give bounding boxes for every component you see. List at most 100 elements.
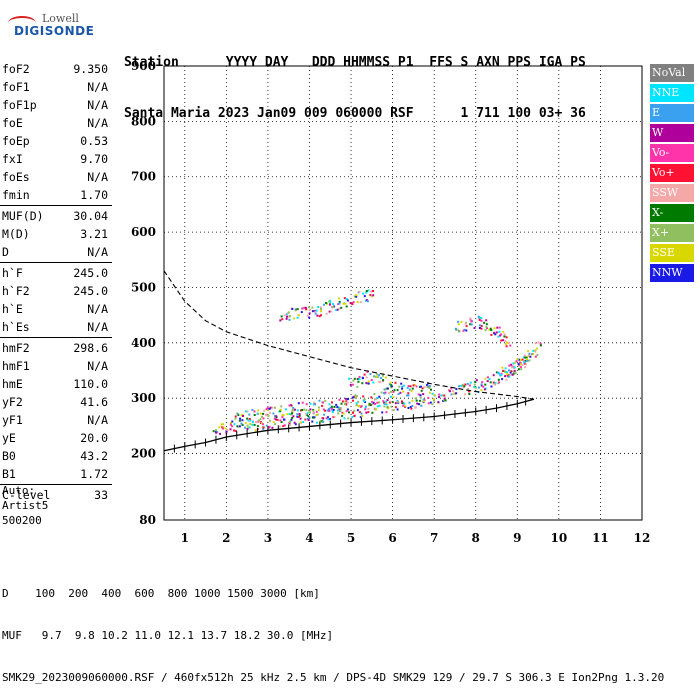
echo-mark [375, 375, 378, 378]
echo-mark [534, 355, 537, 358]
echo-mark [283, 314, 286, 317]
echo-mark [280, 315, 283, 318]
echo-mark [438, 396, 440, 399]
echo-mark [260, 422, 263, 424]
echo-mark [312, 403, 315, 406]
echo-mark [275, 418, 278, 421]
echo-mark [242, 415, 244, 417]
echo-mark [267, 415, 270, 418]
echo-mark [333, 415, 336, 418]
echo-mark [322, 408, 325, 411]
echo-mark [524, 356, 527, 359]
param-value: 30.04 [73, 209, 108, 223]
echo-mark [355, 402, 358, 405]
echo-mark [378, 395, 381, 398]
echo-mark [469, 318, 472, 321]
scaled-parameters-panel: foF2 9.350 foF1 N/A foF1p N/A foE N/A foEp 0.53 fx… [0, 60, 112, 504]
param-key: foF1p [2, 98, 37, 112]
echo-mark [479, 324, 481, 327]
echo-mark [493, 327, 496, 330]
echo-mark [215, 431, 218, 434]
param-separator [0, 484, 112, 485]
echo-mark [443, 394, 446, 397]
echo-mark [382, 400, 385, 403]
echo-mark [267, 408, 270, 411]
echo-mark [438, 393, 441, 396]
echo-mark [342, 302, 345, 305]
echo-mark [326, 416, 329, 419]
echo-mark [486, 327, 488, 330]
echo-mark [390, 395, 392, 398]
echo-mark [363, 400, 366, 403]
echo-mark [480, 383, 483, 386]
echo-mark [407, 407, 410, 409]
echo-mark [423, 399, 426, 402]
echo-mark [321, 404, 324, 407]
echo-mark [296, 415, 299, 418]
echo-mark [481, 381, 484, 384]
echo-mark [505, 343, 508, 346]
echo-mark [422, 393, 425, 396]
echo-mark [259, 418, 262, 421]
echo-mark [417, 393, 420, 396]
echo-mark [293, 317, 296, 320]
echo-mark [480, 327, 483, 330]
echo-mark [345, 403, 348, 406]
echo-mark [326, 409, 329, 412]
echo-mark [534, 349, 537, 352]
echo-mark [417, 403, 420, 406]
echo-mark [281, 416, 284, 419]
echo-mark [460, 384, 463, 387]
y-tick-label: 200 [131, 447, 156, 461]
echo-mark [518, 361, 521, 364]
echo-mark [291, 412, 293, 415]
echo-mark [272, 421, 275, 424]
echo-mark [300, 409, 302, 412]
echo-mark [254, 429, 257, 432]
param-row: h`F2 245.0 [0, 282, 112, 300]
echo-mark [407, 394, 410, 397]
echo-mark [474, 380, 477, 383]
echo-mark [358, 291, 361, 293]
param-value: 3.21 [80, 227, 108, 241]
echo-mark [225, 430, 228, 433]
echo-mark [276, 418, 279, 421]
echo-mark [384, 391, 387, 394]
param-separator [0, 337, 112, 338]
echo-mark [455, 388, 458, 391]
echo-mark [371, 400, 374, 403]
echo-mark [510, 370, 513, 373]
echo-mark [508, 374, 511, 377]
echo-mark [497, 371, 500, 374]
echo-mark [411, 387, 414, 390]
echo-mark [249, 419, 252, 422]
echo-mark [233, 429, 235, 432]
echo-mark [291, 410, 294, 413]
param-key: h`Es [2, 320, 30, 334]
echo-mark [290, 404, 293, 407]
echo-mark [362, 395, 365, 398]
echo-mark [331, 409, 334, 412]
echo-mark [470, 320, 473, 323]
echo-mark [315, 410, 318, 413]
param-key: MUF(D) [2, 209, 44, 223]
echo-mark [403, 384, 405, 387]
param-row: foF1 N/A [0, 78, 112, 96]
param-row: hmE 110.0 [0, 375, 112, 393]
echo-mark [486, 376, 489, 379]
param-row: MUF(D) 30.04 [0, 207, 112, 225]
echo-mark [407, 392, 410, 395]
param-value: N/A [87, 170, 108, 184]
echo-mark [468, 393, 471, 395]
echo-mark [301, 409, 304, 411]
echo-mark [391, 409, 394, 412]
echo-mark [367, 289, 370, 292]
x-tick-label: 9 [513, 531, 521, 545]
echo-mark [450, 393, 453, 396]
echo-mark [279, 419, 282, 422]
echo-mark [386, 399, 389, 402]
echo-mark [520, 368, 523, 371]
echo-mark [477, 315, 480, 318]
param-value: 41.6 [80, 395, 108, 409]
echo-mark [290, 418, 293, 421]
